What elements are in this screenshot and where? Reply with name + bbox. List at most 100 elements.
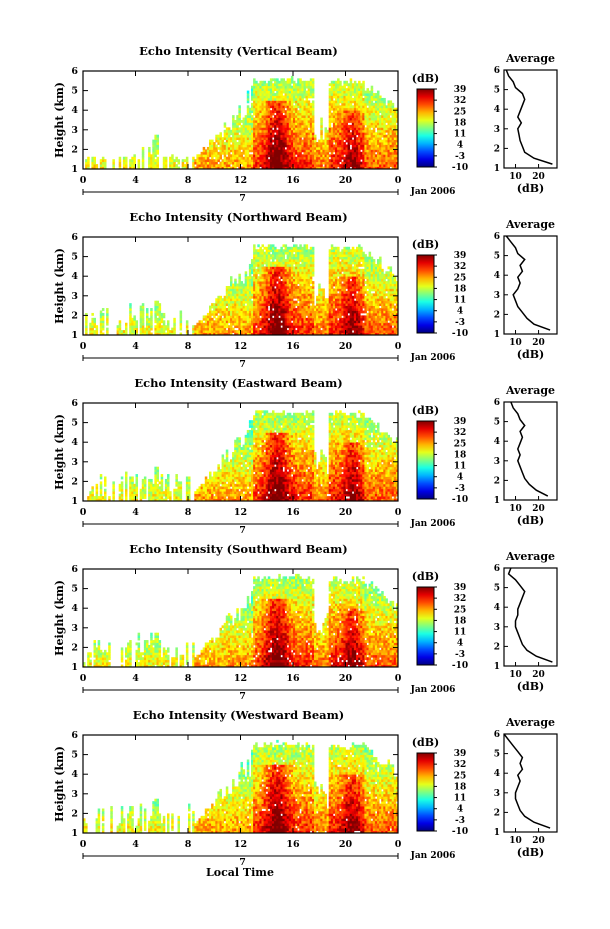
- heatmap-cell: [181, 164, 185, 167]
- heatmap-cell: [326, 134, 330, 138]
- heatmap-cell: [251, 322, 254, 326]
- heatmap-cell: [347, 85, 351, 89]
- heatmap-cell: [366, 132, 369, 136]
- heatmap-cell: [330, 127, 334, 131]
- heatmap-cell: [204, 315, 208, 319]
- heatmap-cell: [372, 120, 376, 123]
- heatmap-cell: [295, 166, 298, 170]
- heatmap-cell: [200, 154, 204, 158]
- heatmap-cell: [162, 332, 166, 336]
- heatmap-cell: [200, 166, 204, 170]
- heatmap-cell: [332, 100, 336, 104]
- heatmap-cell: [242, 308, 246, 311]
- heatmap-cell: [179, 327, 183, 331]
- heatmap-cell: [322, 161, 325, 165]
- heatmap-cell: [276, 95, 279, 99]
- heatmap-cell: [234, 154, 237, 158]
- heatmap-cell: [370, 154, 374, 158]
- heatmap-cell: [156, 332, 159, 336]
- heatmap-cell: [387, 154, 390, 158]
- heatmap-cell: [311, 251, 315, 255]
- heatmap-cell: [347, 102, 351, 106]
- heatmap-cell: [156, 322, 159, 326]
- heatmap-cell: [288, 159, 292, 163]
- heatmap-cell: [309, 154, 313, 158]
- heatmap-cell: [381, 100, 384, 104]
- heatmap-cell: [320, 117, 323, 121]
- heatmap-cell: [257, 142, 260, 145]
- heatmap-cell: [223, 312, 227, 316]
- heatmap-cell: [209, 161, 212, 165]
- heatmap-cell: [253, 276, 256, 280]
- heatmap-cell: [286, 85, 290, 89]
- heatmap-cell: [211, 164, 214, 167]
- heatmap-cell: [286, 161, 290, 165]
- heatmap-cell: [255, 124, 258, 128]
- heatmap-cell: [332, 107, 336, 111]
- heatmap-cell: [290, 75, 294, 79]
- heatmap-cell: [261, 134, 264, 138]
- heatmap-cell: [393, 122, 397, 126]
- heatmap-cell: [248, 330, 252, 333]
- heatmap-cell: [156, 164, 159, 167]
- heatmap-cell: [257, 83, 260, 87]
- heatmap-cell: [303, 159, 306, 163]
- heatmap-cell: [223, 146, 227, 150]
- heatmap-cell: [345, 156, 348, 160]
- heatmap-cell: [253, 256, 256, 260]
- heatmap-cell: [89, 322, 92, 326]
- heatmap-cell: [154, 154, 157, 158]
- heatmap-cell: [242, 293, 246, 297]
- heatmap-cell: [391, 110, 395, 114]
- heatmap-cell: [251, 129, 254, 133]
- heatmap-cell: [204, 317, 208, 321]
- heatmap-cell: [274, 95, 277, 99]
- heatmap-cell: [129, 325, 132, 329]
- heatmap-cell: [290, 129, 294, 133]
- heatmap-cell: [219, 317, 222, 321]
- heatmap-cell: [360, 110, 363, 114]
- heatmap-cell: [284, 112, 288, 116]
- heatmap-cell: [217, 325, 220, 329]
- heatmap-cell: [318, 327, 321, 331]
- heatmap-cell: [374, 132, 378, 136]
- heatmap-cell: [246, 112, 250, 116]
- heatmap-cell: [156, 139, 159, 143]
- heatmap-cell: [223, 322, 227, 326]
- heatmap-cell: [343, 156, 346, 160]
- heatmap-cell: [280, 80, 283, 84]
- heatmap-cell: [253, 137, 256, 140]
- heatmap-cell: [288, 166, 292, 170]
- heatmap-cell: [236, 303, 239, 306]
- heatmap-cell: [368, 159, 372, 163]
- heatmap-cell: [269, 144, 273, 148]
- heatmap-cell: [393, 132, 397, 136]
- heatmap-cell: [309, 137, 313, 140]
- heatmap-cell: [368, 97, 372, 101]
- heatmap-cell: [223, 154, 227, 158]
- heatmap-cell: [383, 151, 386, 155]
- heatmap-cell: [362, 83, 365, 87]
- heatmap-cell: [324, 166, 327, 170]
- heatmap-cell: [269, 156, 273, 160]
- heatmap-cell: [248, 266, 252, 270]
- heatmap-cell: [265, 137, 269, 140]
- heatmap-cell: [246, 151, 250, 155]
- heatmap-cell: [288, 156, 292, 160]
- heatmap-cell: [362, 154, 365, 158]
- heatmap-cell: [370, 100, 374, 104]
- heatmap-cell: [284, 132, 288, 136]
- heatmap-cell: [387, 164, 390, 167]
- heatmap-cell: [219, 298, 222, 302]
- heatmap-cell: [301, 132, 304, 136]
- heatmap-cell: [389, 122, 393, 126]
- heatmap-cell: [215, 300, 218, 304]
- heatmap-cell: [265, 129, 269, 133]
- heatmap-cell: [299, 164, 302, 167]
- heatmap-cell: [362, 80, 365, 84]
- heatmap-cell: [238, 286, 241, 289]
- heatmap-cell: [370, 129, 374, 133]
- heatmap-cell: [173, 320, 176, 324]
- heatmap-cell: [141, 315, 145, 319]
- heatmap-cell: [156, 330, 159, 333]
